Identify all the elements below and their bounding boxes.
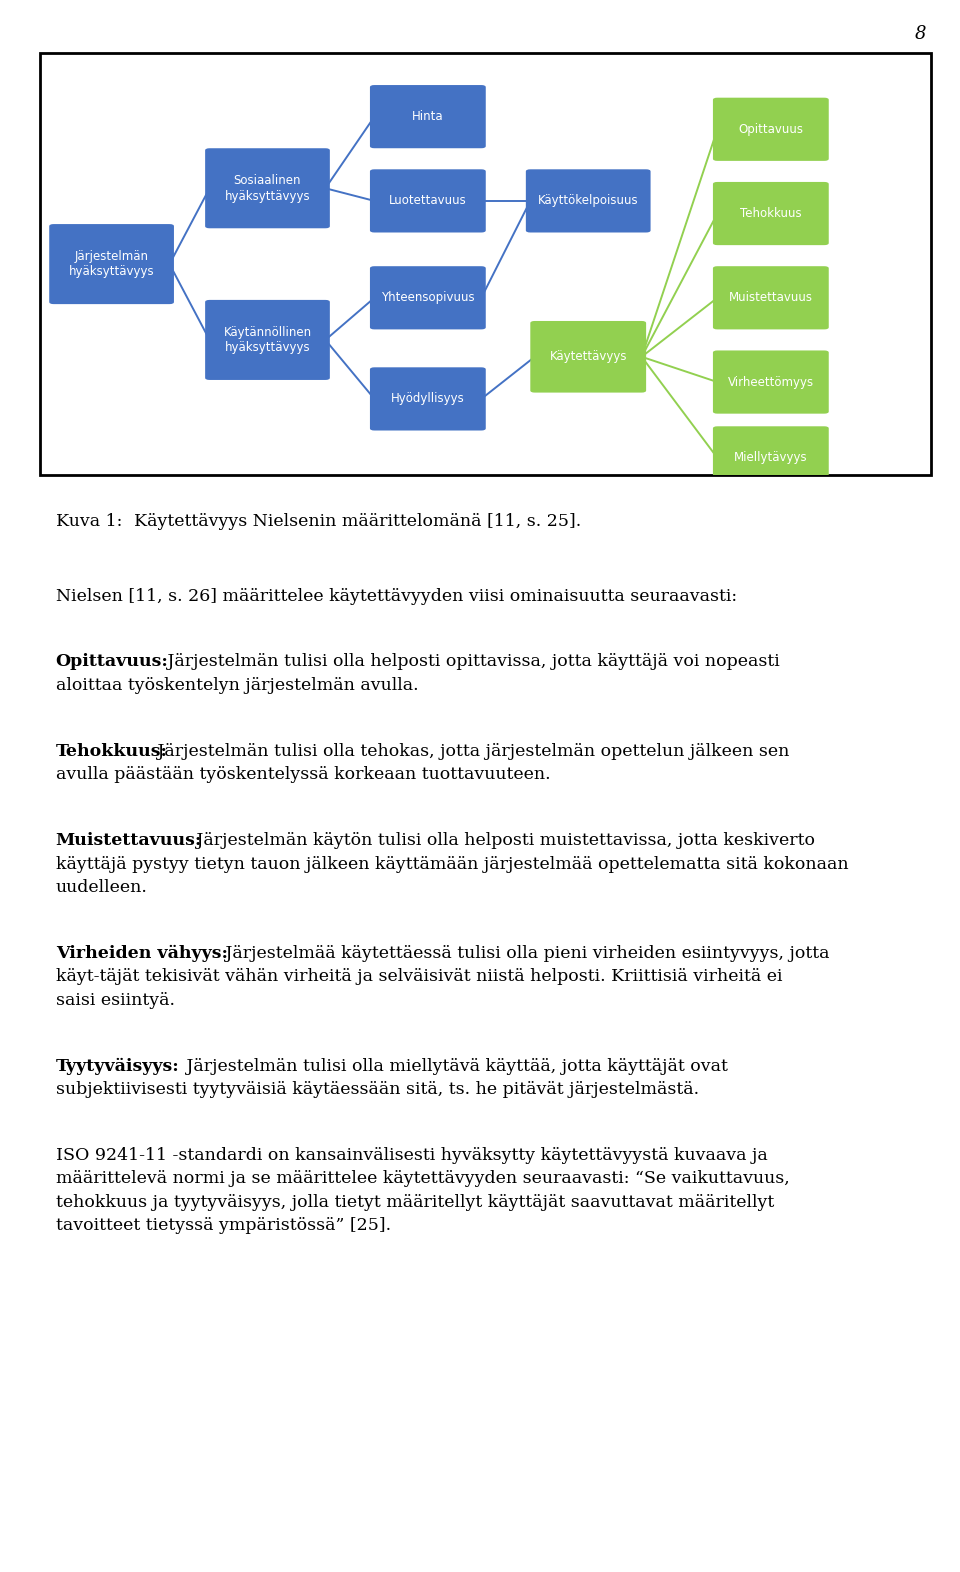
Text: uudelleen.: uudelleen.: [56, 879, 148, 896]
Text: Sosiaalinen
hyäksyttävyys: Sosiaalinen hyäksyttävyys: [225, 174, 310, 203]
Text: Nielsen [11, s. 26] määrittelee käytettävyyden viisi ominaisuutta seuraavasti:: Nielsen [11, s. 26] määrittelee käytettä…: [56, 588, 737, 605]
Text: Hinta: Hinta: [412, 110, 444, 123]
Text: Järjestelmän tulisi olla helposti opittavissa, jotta käyttäjä voi nopeasti: Järjestelmän tulisi olla helposti opitta…: [161, 654, 780, 670]
FancyBboxPatch shape: [205, 300, 330, 380]
Text: käyttäjä pystyy tietyn tauon jälkeen käyttämään järjestelmää opettelematta sitä : käyttäjä pystyy tietyn tauon jälkeen käy…: [56, 855, 849, 872]
FancyBboxPatch shape: [713, 182, 828, 245]
FancyBboxPatch shape: [370, 170, 486, 233]
Text: Kuva 1:: Kuva 1:: [56, 512, 122, 530]
Text: Järjestelmää käytettäessä tulisi olla pieni virheiden esiintyvyys, jotta: Järjestelmää käytettäessä tulisi olla pi…: [220, 945, 829, 962]
FancyBboxPatch shape: [49, 225, 174, 303]
Text: Käytettävyys: Käytettävyys: [549, 351, 627, 363]
Text: määrittelevä normi ja se määrittelee käytettävyyden seuraavasti: “Se vaikuttavuu: määrittelevä normi ja se määrittelee käy…: [56, 1170, 789, 1187]
Text: subjektiivisesti tyytyväisiä käytäessään sitä, ts. he pitävät järjestelmästä.: subjektiivisesti tyytyväisiä käytäessään…: [56, 1082, 699, 1097]
FancyBboxPatch shape: [40, 53, 931, 475]
Text: ISO 9241-11 -standardi on kansainvälisesti hyväksytty käytettävyystä kuvaava ja: ISO 9241-11 -standardi on kansainvälises…: [56, 1148, 767, 1163]
Text: Virheettömyys: Virheettömyys: [728, 376, 814, 388]
Text: Järjestelmän
hyäksyttävyys: Järjestelmän hyäksyttävyys: [69, 250, 155, 278]
FancyBboxPatch shape: [526, 170, 651, 233]
Text: Luotettavuus: Luotettavuus: [389, 195, 467, 208]
FancyBboxPatch shape: [370, 368, 486, 431]
Text: aloittaa työskentelyn järjestelmän avulla.: aloittaa työskentelyn järjestelmän avull…: [56, 678, 419, 693]
Text: käyt-täjät tekisivät vähän virheitä ja selväisivät niistä helposti. Kriittisiä v: käyt-täjät tekisivät vähän virheitä ja s…: [56, 968, 782, 986]
Text: Käytännöllinen
hyäksyttävyys: Käytännöllinen hyäksyttävyys: [224, 325, 312, 354]
Text: Järjestelmän tulisi olla miellytävä käyttää, jotta käyttäjät ovat: Järjestelmän tulisi olla miellytävä käyt…: [181, 1058, 728, 1075]
Text: tavoitteet tietyssä ympäristössä” [25].: tavoitteet tietyssä ympäristössä” [25].: [56, 1217, 391, 1234]
Text: Hyödyllisyys: Hyödyllisyys: [391, 393, 465, 406]
Text: 8: 8: [915, 25, 926, 42]
Text: avulla päästään työskentelyssä korkeaan tuottavuuteen.: avulla päästään työskentelyssä korkeaan …: [56, 766, 550, 783]
Text: Järjestelmän tulisi olla tehokas, jotta järjestelmän opettelun jälkeen sen: Järjestelmän tulisi olla tehokas, jotta …: [152, 742, 789, 759]
Text: Opittavuus:: Opittavuus:: [56, 654, 169, 670]
FancyBboxPatch shape: [713, 351, 828, 413]
Text: saisi esiintyä.: saisi esiintyä.: [56, 992, 175, 1009]
Text: Tehokkuus:: Tehokkuus:: [56, 742, 168, 759]
Text: Tyytyväisyys:: Tyytyväisyys:: [56, 1058, 180, 1075]
Text: Yhteensopivuus: Yhteensopivuus: [381, 291, 474, 305]
Text: tehokkuus ja tyytyväisyys, jolla tietyt määritellyt käyttäjät saavuttavat määrit: tehokkuus ja tyytyväisyys, jolla tietyt …: [56, 1193, 774, 1210]
Text: Tehokkuus: Tehokkuus: [740, 208, 802, 220]
FancyBboxPatch shape: [713, 97, 828, 160]
Text: Käytettävyys Nielsenin määrittelomänä [11, s. 25].: Käytettävyys Nielsenin määrittelomänä [1…: [134, 512, 582, 530]
Text: Muistettavuus:: Muistettavuus:: [56, 832, 202, 849]
FancyBboxPatch shape: [370, 85, 486, 148]
FancyBboxPatch shape: [713, 426, 828, 489]
Text: Muistettavuus: Muistettavuus: [729, 291, 813, 305]
FancyBboxPatch shape: [530, 321, 646, 393]
Text: Miellytävyys: Miellytävyys: [734, 451, 807, 464]
Text: Virheiden vähyys:: Virheiden vähyys:: [56, 945, 228, 962]
FancyBboxPatch shape: [370, 266, 486, 330]
Text: Opittavuus: Opittavuus: [738, 123, 804, 135]
FancyBboxPatch shape: [713, 266, 828, 330]
Text: Järjestelmän käytön tulisi olla helposti muistettavissa, jotta keskiverto: Järjestelmän käytön tulisi olla helposti…: [191, 832, 815, 849]
Text: Käyttökelpoisuus: Käyttökelpoisuus: [538, 195, 638, 208]
FancyBboxPatch shape: [205, 148, 330, 228]
